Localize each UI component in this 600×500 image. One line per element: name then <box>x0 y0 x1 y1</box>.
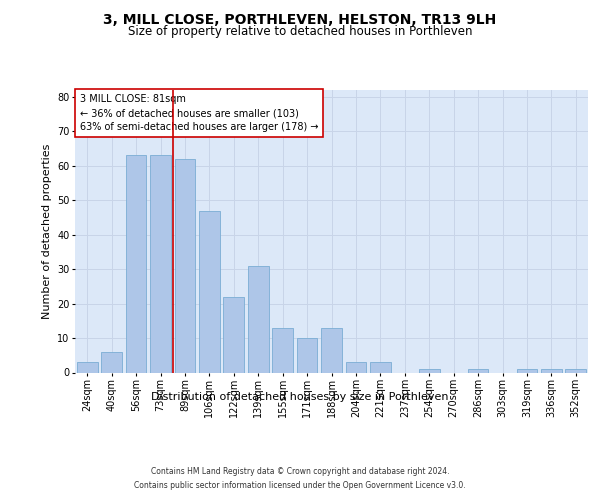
Bar <box>199 210 220 372</box>
Bar <box>223 296 244 372</box>
Text: Contains HM Land Registry data © Crown copyright and database right 2024.
Contai: Contains HM Land Registry data © Crown c… <box>134 468 466 489</box>
Text: 3, MILL CLOSE, PORTHLEVEN, HELSTON, TR13 9LH: 3, MILL CLOSE, PORTHLEVEN, HELSTON, TR13… <box>103 12 497 26</box>
Y-axis label: Number of detached properties: Number of detached properties <box>41 144 52 319</box>
Bar <box>101 352 122 372</box>
Bar <box>467 369 488 372</box>
Text: 3 MILL CLOSE: 81sqm
← 36% of detached houses are smaller (103)
63% of semi-detac: 3 MILL CLOSE: 81sqm ← 36% of detached ho… <box>80 94 319 132</box>
Bar <box>125 156 146 372</box>
Text: Distribution of detached houses by size in Porthleven: Distribution of detached houses by size … <box>151 392 449 402</box>
Bar <box>419 369 440 372</box>
Bar <box>175 159 196 372</box>
Text: Size of property relative to detached houses in Porthleven: Size of property relative to detached ho… <box>128 25 472 38</box>
Bar <box>77 362 98 372</box>
Bar <box>248 266 269 372</box>
Bar <box>272 328 293 372</box>
Bar <box>296 338 317 372</box>
Bar <box>565 369 586 372</box>
Bar <box>541 369 562 372</box>
Bar <box>150 156 171 372</box>
Bar <box>370 362 391 372</box>
Bar <box>321 328 342 372</box>
Bar <box>517 369 538 372</box>
Bar <box>346 362 367 372</box>
